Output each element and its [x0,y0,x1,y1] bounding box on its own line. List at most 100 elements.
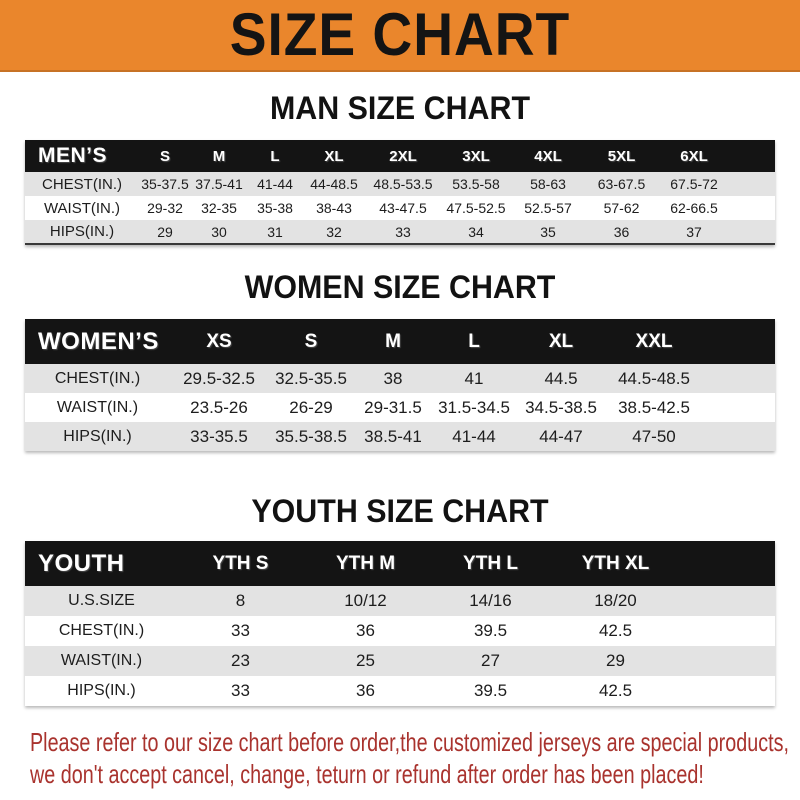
youth-header-row: YOUTH YTH S YTH M YTH L YTH XL [25,541,775,586]
table-row: CHEST(IN.) 29.5-32.5 32.5-35.5 38 41 44.… [25,364,775,393]
size-cell: 38.5-41 [364,426,422,446]
size-cell: 34.5-38.5 [525,397,597,417]
size-cell: 27 [481,651,500,670]
filler-cell [678,616,775,646]
size-cell: 38.5-42.5 [618,397,690,417]
table-row: CHEST(IN.) 33 36 39.5 42.5 [25,616,775,646]
row-label: WAIST(IN.) [60,652,143,669]
size-cell: 57-62 [603,200,640,216]
size-cell: 35.5-38.5 [275,426,347,446]
size-cell: 26-29 [289,397,333,417]
table-row: U.S.SIZE 8 10/12 14/16 18/20 [25,586,775,616]
column-header: 2XL [389,147,417,165]
row-label: WAIST(IN.) [56,398,139,416]
column-header: 6XL [680,147,708,165]
size-cell: 35 [540,223,556,240]
size-cell: 35-38 [257,200,293,216]
size-cell: 41-44 [452,426,496,446]
column-header: YTH S [212,552,269,574]
filler-cell [702,393,775,422]
column-header: S [159,147,170,165]
column-header: 4XL [534,147,562,165]
size-cell: 44-48.5 [310,176,358,192]
size-cell: 41-44 [257,176,293,192]
size-cell: 39.5 [473,681,508,700]
size-cell: 34 [468,223,484,240]
size-cell: 58-63 [530,176,566,192]
table-row: HIPS(IN.) 33-35.5 35.5-38.5 38.5-41 41-4… [25,422,775,451]
row-label: CHEST(IN.) [58,622,145,639]
column-header: S [304,330,318,352]
size-cell: 25 [356,651,375,670]
row-label: WAIST(IN.) [43,199,121,217]
size-cell: 29-32 [147,200,183,216]
size-cell: 32.5-35.5 [275,368,347,388]
size-cell: 14/16 [469,591,512,610]
row-label: HIPS(IN.) [49,223,115,240]
size-cell: 33-35.5 [190,426,248,446]
order-disclaimer: Please refer to our size chart before or… [30,726,800,790]
disclaimer-line-2: we don't accept cancel, change, teturn o… [30,759,704,789]
size-cell: 23.5-26 [190,397,248,417]
column-header: YTH L [463,552,518,574]
size-cell: 32-35 [201,200,237,216]
size-cell: 41 [464,368,484,388]
size-cell: 43-47.5 [379,200,427,216]
column-header: XS [206,330,232,352]
size-cell: 30 [211,223,227,240]
size-cell: 29 [157,223,173,240]
size-cell: 52.5-57 [524,200,572,216]
size-cell: 18/20 [594,591,637,610]
youth-section-heading: YOUTH SIZE CHART [251,493,549,529]
size-cell: 44.5-48.5 [618,368,690,388]
size-cell: 36 [356,621,375,640]
size-cell: 29.5-32.5 [183,368,255,388]
size-cell: 67.5-72 [670,176,718,192]
filler-cell [730,196,775,220]
youth-table-title: YOUTH [38,549,125,577]
size-cell: 8 [235,591,246,610]
filler-cell [702,422,775,451]
table-row: HIPS(IN.) 29 30 31 32 33 34 35 36 37 [25,220,775,244]
size-cell: 37 [686,223,702,240]
filler-cell [730,220,775,244]
size-cell: 36 [613,223,630,240]
size-cell: 33 [231,621,250,640]
table-row: HIPS(IN.) 33 36 39.5 42.5 [25,676,775,706]
men-header-row: MEN’S S M L XL 2XL 3XL 4XL 5XL 6XL [25,140,775,172]
size-cell: 44-47 [539,426,583,446]
size-cell: 53.5-58 [452,176,500,192]
table-row: WAIST(IN.) 23.5-26 26-29 29-31.5 31.5-34… [25,393,775,422]
column-header: M [385,330,401,352]
size-cell: 32 [326,223,342,240]
filler-cell [730,140,775,172]
size-cell: 38-43 [316,200,352,216]
size-cell: 38 [383,368,403,388]
women-section-heading: WOMEN SIZE CHART [244,269,556,305]
women-header-row: WOMEN’S XS S M L XL XXL [25,319,775,364]
column-header: L [468,330,480,352]
row-label: CHEST(IN.) [54,369,141,387]
filler-cell [678,646,775,676]
column-header: L [270,147,280,165]
size-cell: 48.5-53.5 [373,176,433,192]
column-header: XXL [635,330,673,352]
women-table-title: WOMEN’S [38,327,159,355]
column-header: XL [324,147,344,165]
disclaimer-line-1: Please refer to our size chart before or… [30,727,789,757]
table-row: WAIST(IN.) 23 25 27 29 [25,646,775,676]
row-label: HIPS(IN.) [63,427,132,445]
size-cell: 47.5-52.5 [446,200,506,216]
filler-cell [678,541,775,586]
youth-size-table: YOUTH YTH S YTH M YTH L YTH XL U.S.SIZE … [25,541,775,706]
men-table-title: MEN’S [38,144,108,167]
size-cell: 23 [231,651,250,670]
column-header: 5XL [607,147,636,165]
column-header: YTH XL [581,552,650,574]
size-cell: 29 [606,651,625,670]
filler-cell [702,319,775,364]
size-cell: 62-66.5 [670,200,718,216]
size-cell: 47-50 [632,426,676,446]
women-size-table: WOMEN’S XS S M L XL XXL CHEST(IN.) 29.5-… [25,319,775,451]
column-header: YTH M [335,552,396,574]
